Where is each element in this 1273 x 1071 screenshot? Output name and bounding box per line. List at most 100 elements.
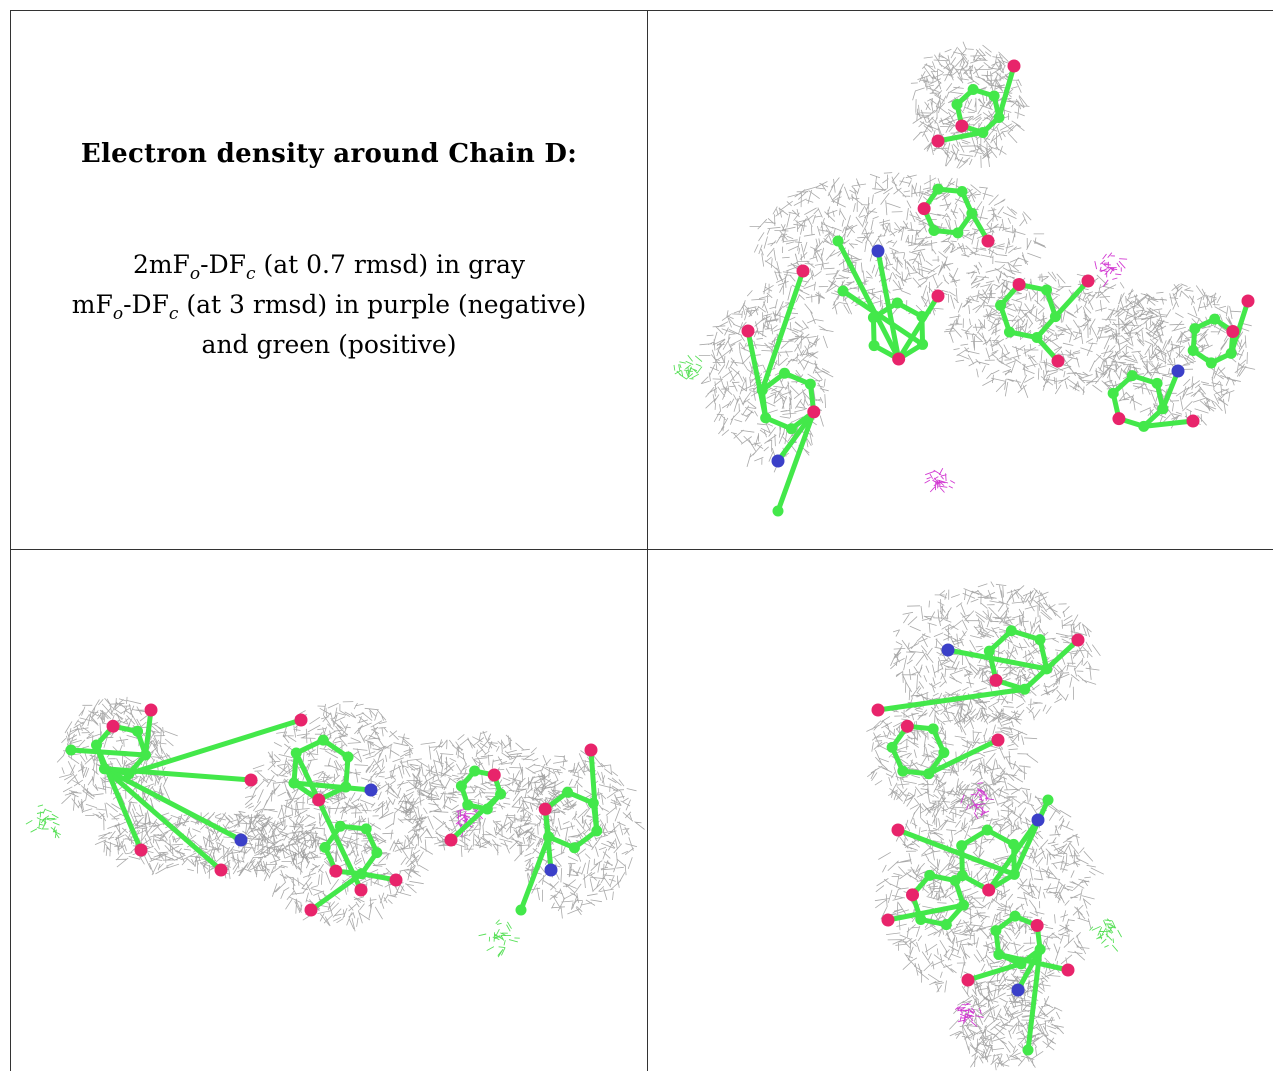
oxygen-atom	[312, 793, 326, 807]
positive-density-1-lines	[673, 354, 703, 380]
legend-line-2fo-sub2: c	[246, 264, 256, 284]
nitrogen-atom	[544, 863, 558, 877]
bond	[935, 129, 986, 144]
legend-line-fo-mid: -DF	[123, 290, 169, 319]
nitrogen-atom	[771, 454, 785, 468]
oxygen-atom	[981, 234, 995, 248]
carbon-atom	[886, 741, 898, 753]
legend-line-fo-suffix: (at 3 rmsd) in purple (negative)	[178, 290, 587, 319]
carbon-atom	[515, 904, 527, 916]
carbon-atom	[928, 224, 940, 236]
carbon-atom	[785, 423, 797, 435]
density-mesh-center-lines	[749, 172, 1047, 317]
bond	[1015, 946, 1043, 993]
density-mesh-top	[910, 41, 1030, 169]
carbon-atom	[981, 824, 993, 836]
oxygen-atom	[304, 903, 318, 917]
carbon-atom	[495, 788, 507, 800]
carbon-atom	[957, 899, 969, 911]
oxygen-atom	[1186, 414, 1200, 428]
bond	[875, 686, 1028, 713]
density-mesh-top-lines	[890, 581, 1101, 730]
carbon-atom	[591, 825, 603, 837]
legend-line-fo-sub1: o	[112, 304, 124, 324]
divider-vertical	[647, 10, 648, 1071]
oxygen-atom	[1012, 277, 1026, 291]
oxygen-atom	[931, 134, 945, 148]
figure-title: Electron density around Chain D:	[80, 139, 578, 169]
carbon-atom	[462, 799, 474, 811]
oxygen-atom	[1030, 919, 1044, 933]
nitrogen-atom	[871, 244, 885, 258]
carbon-atom	[917, 338, 929, 350]
carbon-atom	[1041, 663, 1053, 675]
legend-line-2fo-suffix: (at 0.7 rmsd) in gray	[255, 250, 526, 279]
oxygen-atom	[955, 119, 969, 133]
bond	[840, 288, 926, 347]
carbon-atom	[587, 797, 599, 809]
oxygen-atom	[214, 863, 228, 877]
legend-line-fo-sub2: c	[168, 304, 179, 324]
oxygen-atom	[1051, 354, 1065, 368]
carbon-atom	[1126, 370, 1138, 382]
legend-cell: Electron density around Chain D: 2mFo-DF…	[11, 11, 647, 549]
oxygen-atom	[871, 703, 885, 717]
density-mesh-right	[509, 750, 645, 919]
border-top	[10, 10, 1273, 11]
negative-density-2-lines	[954, 1003, 984, 1027]
legend-line-3: and green (positive)	[201, 330, 457, 359]
view-bottom-left	[25, 696, 645, 958]
oxygen-atom	[538, 802, 552, 816]
oxygen-atom	[881, 913, 895, 927]
carbon-atom	[1189, 323, 1201, 335]
carbon-atom	[1009, 910, 1021, 922]
density-mesh-center	[244, 701, 441, 932]
carbon-atom	[1022, 1044, 1034, 1056]
carbon-atom	[1209, 313, 1221, 325]
carbon-atom	[1005, 625, 1017, 637]
carbon-atom	[760, 412, 772, 424]
bond	[945, 647, 1050, 672]
oxygen-atom	[900, 719, 914, 733]
oxygen-atom	[906, 888, 920, 902]
carbon-atom	[1041, 284, 1053, 296]
carbon-atom	[288, 777, 300, 789]
nitrogen-atom	[1011, 983, 1025, 997]
density-mesh-bottom-lines	[949, 975, 1064, 1071]
oxygen-atom	[1061, 963, 1075, 977]
bond	[1160, 368, 1181, 412]
carbon-atom	[951, 98, 963, 110]
bond	[926, 737, 1001, 777]
bond	[895, 827, 1017, 877]
bond	[745, 328, 769, 421]
bond	[93, 742, 144, 853]
bond	[1025, 946, 1043, 1053]
bond	[835, 238, 902, 362]
positive-density-1-lines	[25, 804, 61, 839]
carbon-atom	[98, 763, 110, 775]
carbon-atom	[956, 186, 968, 198]
carbon-atom	[317, 734, 329, 746]
bond	[101, 766, 224, 873]
carbon-atom	[334, 820, 346, 832]
carbon-atom	[319, 841, 331, 853]
negative-density-1-lines	[960, 782, 994, 819]
carbon-atom	[1034, 943, 1046, 955]
carbon-atom	[1157, 403, 1169, 415]
legend-line-fo-prefix: mF	[71, 290, 113, 319]
positive-density-1	[673, 354, 703, 380]
border-left	[10, 10, 11, 1071]
positive-density-1	[1089, 918, 1122, 952]
carbon-atom	[940, 919, 952, 931]
bond	[875, 248, 902, 362]
negative-density-1-lines	[1094, 252, 1128, 287]
carbon-atom	[837, 285, 849, 297]
carbon-atom	[65, 744, 77, 756]
nitrogen-atom	[234, 833, 248, 847]
carbon-atom	[915, 913, 927, 925]
carbon-atom	[897, 765, 909, 777]
bond	[996, 63, 1017, 121]
carbon-atom	[924, 869, 936, 881]
bond	[775, 409, 817, 464]
